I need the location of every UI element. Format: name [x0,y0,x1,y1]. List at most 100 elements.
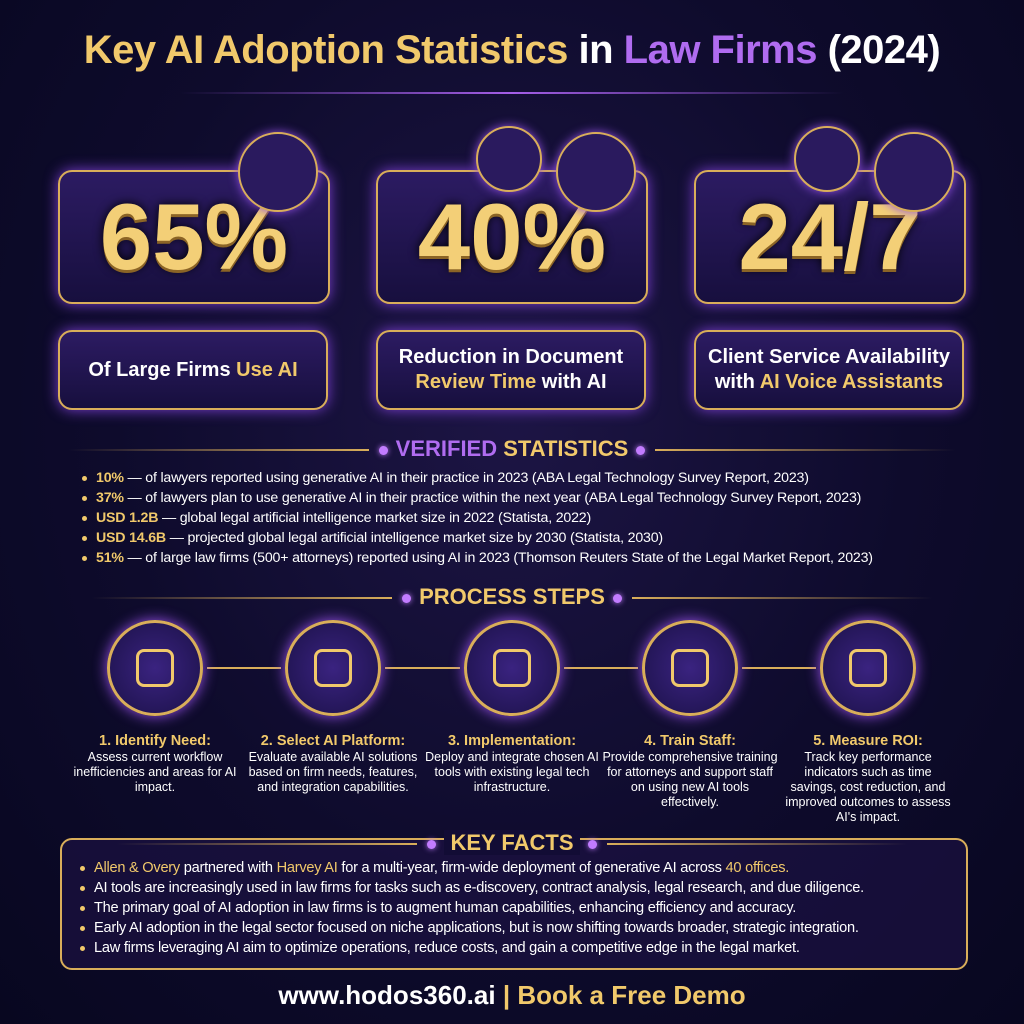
text-part: with AI [541,371,607,393]
stat-badge [476,126,542,192]
text-part: Law Firms [623,28,818,72]
verified-item: 51% — of large law firms (500+ attorneys… [80,548,1000,568]
text-part: Key AI Adoption Statistics [83,28,569,72]
caption-text: Reduction in Document Review Time with A… [390,345,632,395]
step-text: 4. Train Staff: Provide comprehensive tra… [602,734,778,810]
facts-list: Allen & Overy partnered with Harvey AI f… [78,858,968,958]
stat-key: USD 1.2B [96,510,159,526]
heading-line [655,449,956,452]
text-part: 40 offices. [725,860,790,876]
heading-dot [612,593,622,603]
section-heading: KEY FACTS [0,830,1024,856]
heading-line [68,449,369,452]
heading-dot [636,445,646,455]
icon-glyph [493,649,531,687]
text-part: Reduction in Document [398,346,624,368]
step-icon [820,620,916,716]
step-title: 4. Train Staff: [644,733,736,749]
text-part: for a multi-year, firm-wide deployment o… [341,860,722,876]
step-title: 5. Measure ROI: [813,733,923,749]
text-part: www.hodos360.ai [278,980,496,1010]
stat-key: 51% [96,550,124,566]
stat-badge [794,126,860,192]
stat-badge [556,132,636,212]
step-title: 3. Implementation: [447,733,577,749]
stat-text: — of large law firms (500+ attorneys) re… [127,550,873,566]
fact-item: The primary goal of AI adoption in law f… [78,898,968,918]
stat-text: — global legal artificial intelligence m… [162,510,591,526]
fact-item: Early AI adoption in the legal sector fo… [78,918,968,938]
verified-item: USD 1.2B — global legal artificial intel… [80,508,1000,528]
stat-key: USD 14.6B [96,530,166,546]
fact-item: AI tools are increasingly used in law fi… [78,878,968,898]
icon-glyph [849,649,887,687]
step-desc: Provide comprehensive training for attor… [602,750,778,809]
footer: www.hodos360.ai | Book a Free Demo [0,980,1024,1011]
icon-glyph [671,649,709,687]
heading-text: PROCESS STEPS [419,584,605,609]
heading-dot [587,839,597,849]
verified-item: 37% — of lawyers plan to use generative … [80,488,1000,508]
caption-text: Of Large Firms Use AI [88,358,297,383]
step-title: 2. Select AI Platform: [260,733,406,749]
arrow [385,667,460,669]
text-part: Review Time [415,371,537,393]
step-desc: Assess current workflow inefficiencies a… [73,750,237,794]
title: Key AI Adoption Statistics in Law Firms … [0,28,1024,73]
step-text: 2. Select AI Platform: Evaluate available… [245,734,421,795]
text-part: AI Voice Assistants [759,371,944,393]
step-text: 1. Identify Need: Assess current workflow… [67,734,243,795]
step-text: 5. Measure ROI: Track key performance ind… [780,734,956,825]
facts-box [60,838,968,970]
stat-text: — of lawyers plan to use generative AI i… [127,490,862,506]
step-icon [464,620,560,716]
heading-line [631,597,932,600]
arrow [207,667,281,669]
text-part: Client Service Availability [708,346,950,368]
text-part: The primary goal of AI adoption in law f… [94,900,797,916]
stat-caption: Of Large Firms Use AI [58,330,328,410]
stat-text: — of lawyers reported using generative A… [127,470,809,486]
heading-line [117,843,418,846]
stat-badge [874,132,954,212]
text-part: Early AI adoption in the legal sector fo… [94,920,859,936]
stat-caption: Client Service Availability with AI Voic… [694,330,964,410]
heading-dot [427,839,437,849]
text-part: partnered with [183,860,273,876]
step-title: 1. Identify Need: [99,733,211,749]
verified-item: USD 14.6B — projected global legal artif… [80,528,1000,548]
heading-line [606,843,907,846]
text-part: AI tools are increasingly used in law fi… [94,880,864,896]
stat-key: 37% [96,490,124,506]
step-icon [285,620,381,716]
verified-item: 10% — of lawyers reported using generati… [80,468,1000,488]
fact-item: Allen & Overy partnered with Harvey AI f… [78,858,968,878]
verified-list: 10% — of lawyers reported using generati… [80,468,1000,568]
step-desc: Track key performance indicators such as… [785,750,951,824]
heading-text: KEY FACTS [444,830,580,855]
stat-text: — projected global legal artificial inte… [169,530,663,546]
step-icon [642,620,738,716]
text-part: | [502,980,511,1010]
icon-glyph [314,649,352,687]
step-icon [107,620,203,716]
heading-text: VERIFIED STATISTICS [396,436,629,461]
step-desc: Deploy and integrate chosen AI tools wit… [425,750,599,794]
text-part: VERIFIED [395,436,498,461]
text-part: Of Large Firms [88,358,231,381]
text-part: STATISTICS [503,436,629,461]
arrow [564,667,638,669]
stat-badge [238,132,318,212]
stat-caption: Reduction in Document Review Time with A… [376,330,646,410]
text-part: Harvey AI [276,860,338,876]
step-text: 3. Implementation: Deploy and integrate c… [424,734,600,795]
text-part: with [714,371,755,393]
arrow [742,667,816,669]
text-part: in [578,28,614,72]
text-part: Use AI [236,358,298,381]
heading-line [92,597,393,600]
step-desc: Evaluate available AI solutions based on… [248,750,418,794]
heading-dot [378,445,388,455]
